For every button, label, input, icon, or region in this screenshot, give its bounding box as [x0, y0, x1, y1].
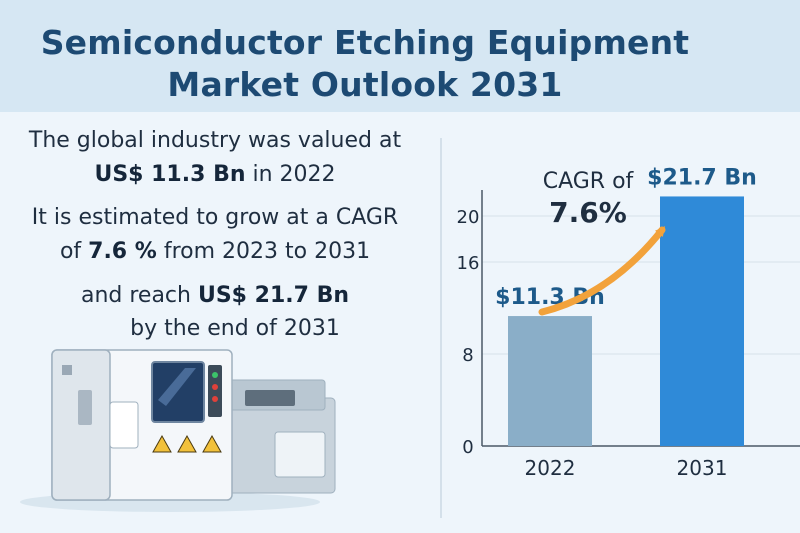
value-2031: US$ 21.7 Bn	[197, 283, 350, 308]
secondary-door	[274, 431, 326, 478]
summary-line-6: by the end of 2031	[130, 316, 340, 341]
y-tick-label: 0	[462, 437, 473, 458]
cagr-value: 7.6 %	[88, 239, 157, 264]
page-title: Semiconductor Etching Equipment Market O…	[0, 22, 730, 106]
cagr-annotation-value: 7.6%	[549, 196, 627, 229]
summary-line-3: It is estimated to grow at a CAGR	[31, 205, 399, 230]
status-light-red	[212, 384, 218, 390]
period-text: from 2023 to 2031	[156, 239, 371, 264]
value-2022: US$ 11.3 Bn	[94, 162, 246, 187]
title-band	[0, 0, 800, 112]
control-panel	[208, 365, 222, 417]
y-tick-label: 16	[457, 253, 480, 274]
year-2022-text: in 2022	[245, 162, 336, 187]
summary-line-5: and reach US$ 21.7 Bn	[0, 283, 430, 308]
x-tick-label-2031: 2031	[677, 456, 728, 480]
status-light-green	[212, 372, 218, 378]
cagr-annotation-label: CAGR of	[543, 169, 635, 194]
main-window	[151, 361, 205, 423]
status-light-red-2	[212, 396, 218, 402]
divider	[440, 138, 442, 518]
summary-line-1: The global industry was valued at	[28, 128, 402, 153]
title-line-2: Market Outlook 2031	[167, 65, 563, 104]
reach-prefix: and reach	[80, 283, 198, 308]
summary-line-4: of 7.6 % from 2023 to 2031	[0, 239, 430, 264]
side-panel	[78, 390, 92, 425]
warning-triangle-icon	[152, 434, 222, 453]
data-label-2031: $21.7 Bn	[647, 165, 757, 190]
cagr-prefix: of	[59, 239, 89, 264]
vent-grille	[62, 365, 72, 375]
main-door	[109, 401, 139, 449]
y-axis-ticks: 0 8 16 20	[457, 207, 480, 458]
y-tick-label: 20	[457, 207, 480, 228]
secondary-window	[245, 390, 295, 406]
etching-equipment-illustration	[20, 349, 336, 512]
title-line-1: Semiconductor Etching Equipment	[40, 23, 690, 62]
x-tick-label-2022: 2022	[525, 456, 576, 480]
bar-2031	[660, 196, 744, 446]
summary-line-2: US$ 11.3 Bn in 2022	[0, 162, 430, 187]
window-glare	[158, 368, 196, 406]
bar-2022	[508, 316, 592, 446]
y-tick-label: 8	[462, 345, 473, 366]
growth-arrow	[538, 226, 666, 316]
